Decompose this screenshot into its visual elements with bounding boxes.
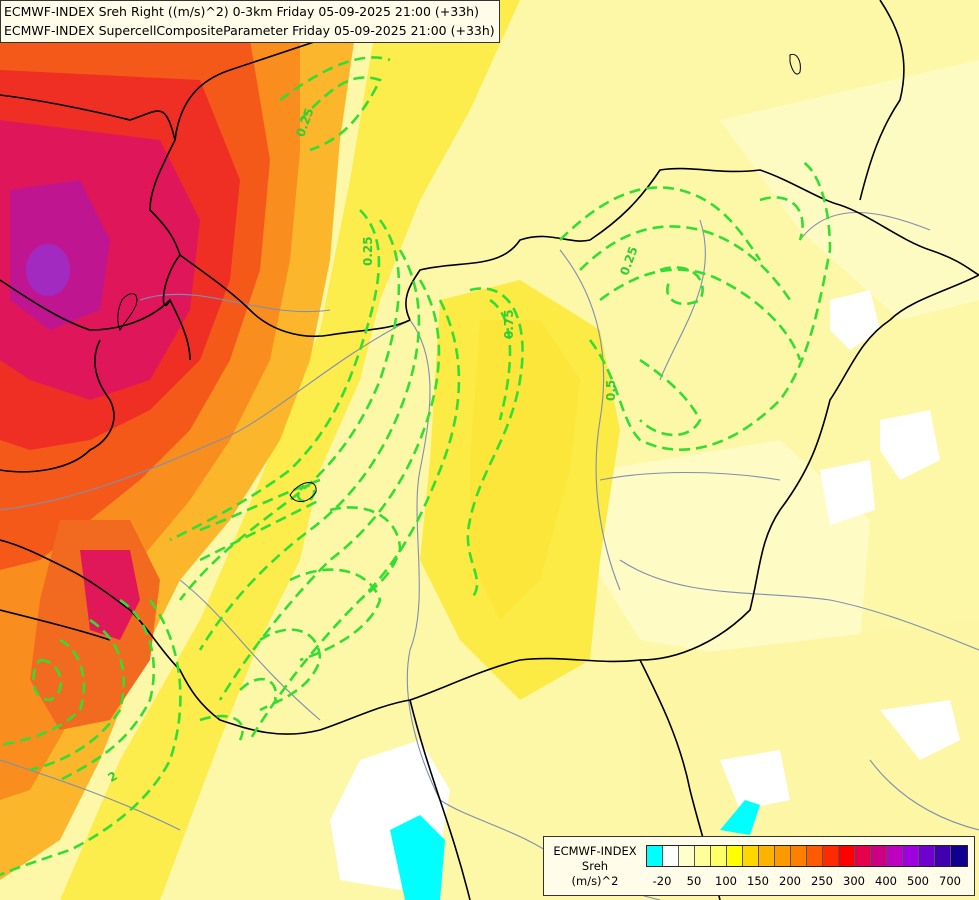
- legend-swatch: [871, 846, 887, 866]
- legend-swatch: [791, 846, 807, 866]
- color-legend: ECMWF-INDEX Sreh (m/s)^2 -20 50 100 150 200 2…: [543, 836, 975, 896]
- legend-title-line2: Sreh: [581, 859, 609, 873]
- legend-title-line1: ECMWF-INDEX: [553, 844, 637, 858]
- legend-swatch: [711, 846, 727, 866]
- sreh-field-yellow: [60, 0, 620, 900]
- legend-title-line3: (m/s)^2: [571, 874, 619, 888]
- legend-tick: 500: [907, 874, 929, 888]
- legend-swatch: [759, 846, 775, 866]
- legend-swatch: [775, 846, 791, 866]
- legend-swatch: [919, 846, 935, 866]
- legend-swatch: [727, 846, 743, 866]
- legend-swatch: [935, 846, 951, 866]
- legend-tick: 700: [939, 874, 961, 888]
- lakes: [117, 53, 801, 503]
- contour-label: 0.75: [502, 309, 516, 339]
- legend-tick: 50: [686, 874, 702, 888]
- legend-swatch: [695, 846, 711, 866]
- map-title-box: ECMWF-INDEX Sreh Right ((m/s)^2) 0-3km F…: [0, 0, 500, 43]
- legend-tick-labels: -20 50 100 150 200 250 300 400 500 700: [646, 874, 976, 890]
- legend-swatch: [903, 846, 919, 866]
- contour-label: 0.5: [604, 380, 618, 401]
- legend-tick: 400: [875, 874, 897, 888]
- scp-contours: [0, 56, 832, 877]
- legend-swatch: [887, 846, 903, 866]
- sreh-field-high: [0, 0, 360, 880]
- legend-swatch: [647, 846, 663, 866]
- legend-tick: 250: [811, 874, 833, 888]
- legend-color-scale: [646, 845, 968, 867]
- map-title-line1: ECMWF-INDEX Sreh Right ((m/s)^2) 0-3km F…: [4, 4, 479, 19]
- legend-swatch: [679, 846, 695, 866]
- legend-swatch: [839, 846, 855, 866]
- legend-tick: 150: [747, 874, 769, 888]
- legend-swatch: [823, 846, 839, 866]
- map-title-line2: ECMWF-INDEX SupercellCompositeParameter …: [4, 23, 495, 38]
- contour-label: 0.25: [361, 236, 375, 266]
- legend-swatch: [951, 846, 967, 866]
- legend-tick: -20: [652, 874, 672, 888]
- sreh-field-low: [330, 290, 960, 900]
- legend-tick: 100: [715, 874, 737, 888]
- legend-tick: 200: [779, 874, 801, 888]
- legend-tick: 300: [843, 874, 865, 888]
- legend-swatch: [855, 846, 871, 866]
- legend-swatch: [663, 846, 679, 866]
- legend-swatch: [807, 846, 823, 866]
- legend-title: ECMWF-INDEX Sreh (m/s)^2: [548, 844, 642, 889]
- legend-swatch: [743, 846, 759, 866]
